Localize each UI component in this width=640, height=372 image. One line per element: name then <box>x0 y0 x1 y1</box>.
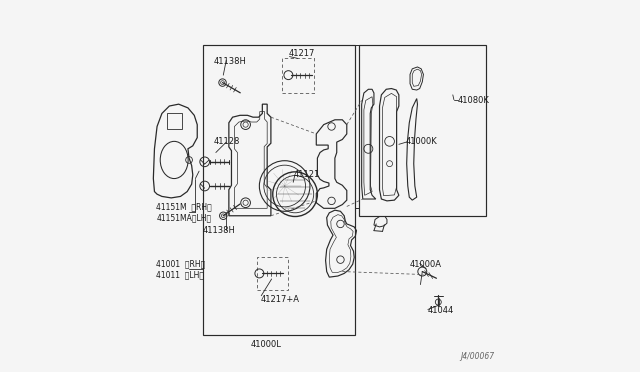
Text: 41138H: 41138H <box>203 226 236 235</box>
Text: 41000K: 41000K <box>406 137 437 146</box>
Text: 41121: 41121 <box>294 170 320 179</box>
Text: 41000A: 41000A <box>410 260 442 269</box>
Text: 41011  〈LH〉: 41011 〈LH〉 <box>156 271 204 280</box>
Bar <box>359 45 486 216</box>
Text: 41151MA〈LH〉: 41151MA〈LH〉 <box>156 213 211 222</box>
Bar <box>203 45 355 335</box>
Text: J4/00067: J4/00067 <box>461 352 495 361</box>
Text: 41044: 41044 <box>428 306 454 315</box>
Text: 41151M  〈RH〉: 41151M 〈RH〉 <box>156 202 212 211</box>
Bar <box>282 58 314 93</box>
Text: 41000L: 41000L <box>251 340 282 349</box>
Text: 41217+A: 41217+A <box>260 295 300 304</box>
Text: 41001  〈RH〉: 41001 〈RH〉 <box>156 260 205 269</box>
Bar <box>257 257 289 290</box>
Text: 41128: 41128 <box>214 137 241 146</box>
Text: 41217: 41217 <box>289 49 315 58</box>
Text: 41138H: 41138H <box>214 57 247 66</box>
Text: 41080K: 41080K <box>458 96 490 105</box>
